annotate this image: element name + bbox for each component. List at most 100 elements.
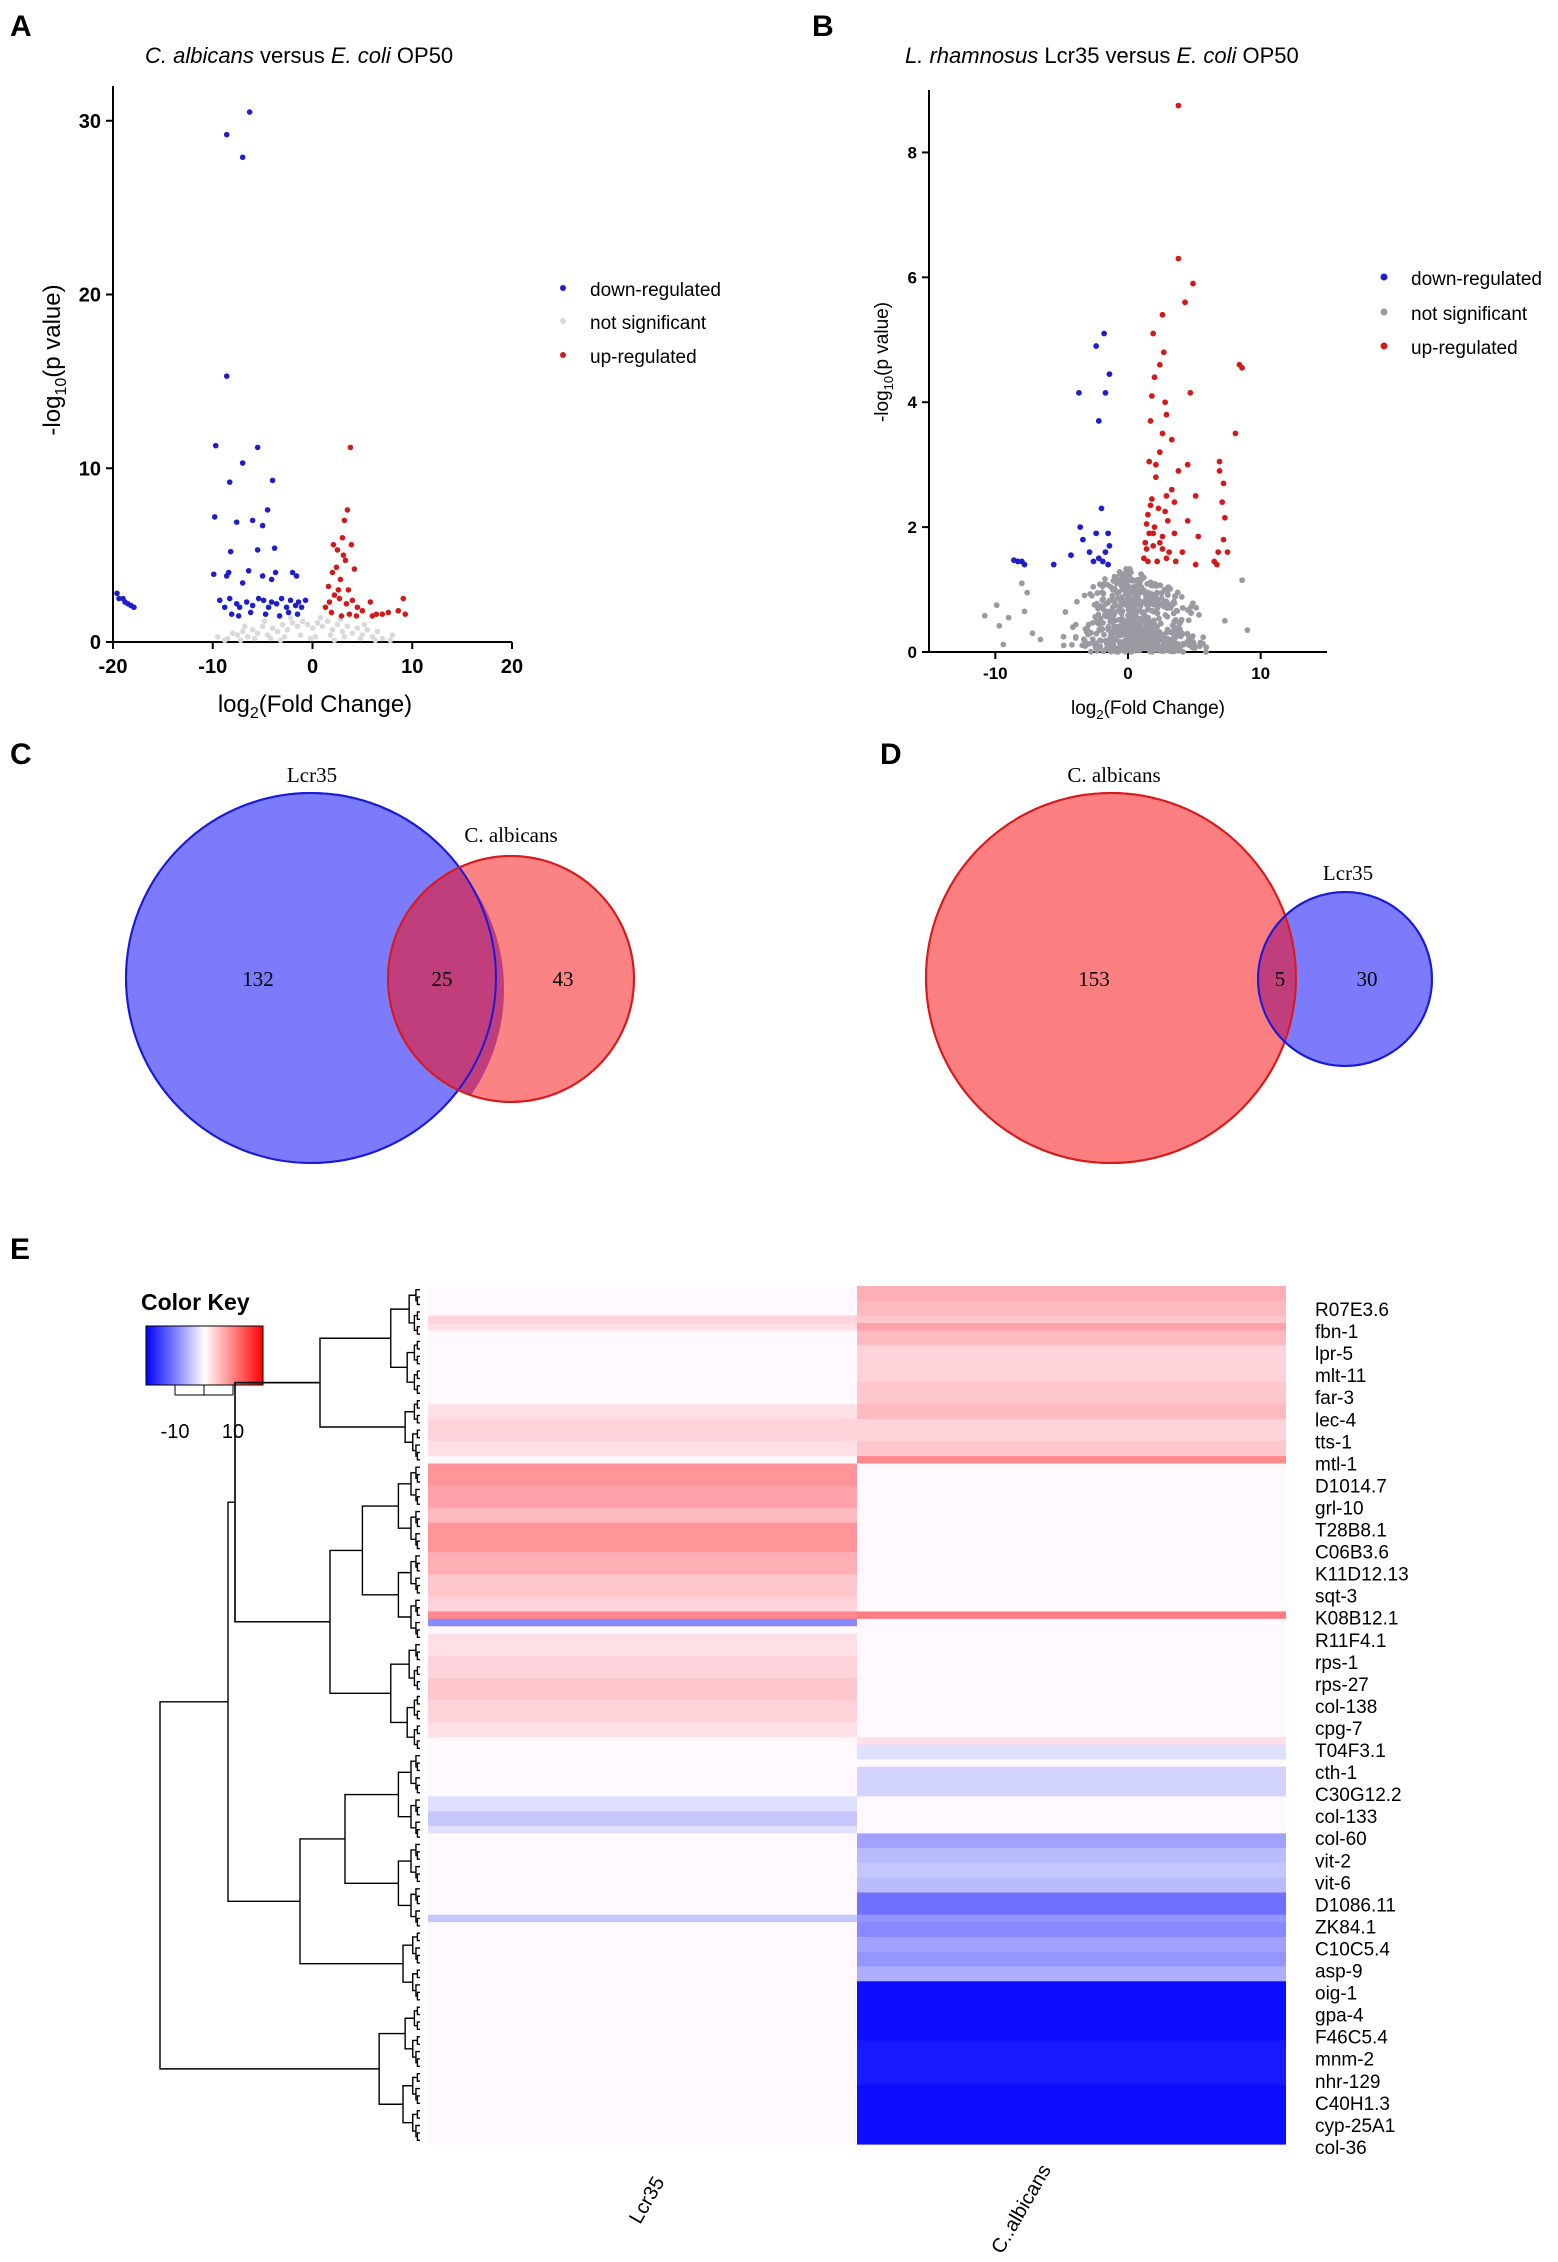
down-point xyxy=(216,597,223,604)
ns-point xyxy=(1123,580,1129,587)
heatmap-cell-calbicans xyxy=(857,1633,1286,1657)
heatmap-cell-lcr35 xyxy=(428,1626,857,1635)
ns-point xyxy=(1160,600,1167,606)
y-tick-label: 6 xyxy=(908,268,917,287)
ns-point xyxy=(1124,638,1131,645)
ns-point xyxy=(1029,630,1036,637)
dendrogram-branch xyxy=(416,1828,420,1838)
ns-point xyxy=(1144,598,1151,605)
heatmap-cell-calbicans xyxy=(857,1382,1286,1405)
ns-point xyxy=(314,620,321,626)
heatmap-row-label: lec-4 xyxy=(1315,1410,1357,1431)
ns-point xyxy=(221,637,228,644)
up-point xyxy=(331,592,338,598)
dendrogram-branch xyxy=(410,1804,416,1829)
up-point xyxy=(1163,411,1170,418)
ns-point xyxy=(344,623,351,630)
ns-point xyxy=(1133,594,1140,601)
ns-point xyxy=(1087,591,1094,597)
heatmap-cell-calbicans xyxy=(857,1345,1286,1383)
dendrogram-branch xyxy=(416,1340,420,1350)
heatmap-cell-lcr35 xyxy=(428,1922,857,1938)
color-key-title: Color Key xyxy=(141,1289,250,1315)
ns-point xyxy=(251,635,258,642)
up-point xyxy=(342,557,349,564)
legend-b-down-swatch xyxy=(1380,273,1388,281)
down-point xyxy=(268,576,275,583)
down-point xyxy=(223,131,230,138)
heatmap-cell-lcr35 xyxy=(428,1811,857,1827)
ns-point xyxy=(1082,643,1089,649)
up-point xyxy=(1164,517,1171,524)
y-tick-label: 20 xyxy=(79,285,101,307)
x-tick-label: 10 xyxy=(401,656,423,678)
ns-point xyxy=(1060,633,1067,640)
heatmap-cells xyxy=(428,1286,1286,2145)
heatmap-cell-lcr35 xyxy=(428,1892,857,1916)
ns-point xyxy=(1142,632,1149,638)
heatmap-row-label: R11F4.1 xyxy=(1315,1631,1386,1652)
dendrogram-branch xyxy=(402,2085,413,2124)
ns-point xyxy=(1156,636,1163,643)
heatmap-row-label: gpa-4 xyxy=(1315,2006,1364,2027)
up-point xyxy=(341,517,348,524)
heatmap-row-label: grl-10 xyxy=(1315,1498,1364,1519)
color-key: Color Key -10 10 xyxy=(141,1289,264,1443)
ns-point xyxy=(289,620,296,626)
ns-point xyxy=(274,628,281,635)
ns-point xyxy=(1074,598,1080,605)
up-point xyxy=(1216,458,1223,465)
panel-a-y-axis-label: -log10(p value) xyxy=(39,284,70,435)
ns-point xyxy=(1095,611,1102,618)
dendrogram-branch xyxy=(416,1607,420,1616)
legend-b-down-label: down-regulated xyxy=(1411,269,1542,290)
down-point xyxy=(131,604,137,611)
up-point xyxy=(1159,533,1166,540)
ns-point xyxy=(334,621,341,628)
venn-c-lcr35-outline xyxy=(125,792,497,1164)
up-point xyxy=(1239,364,1245,371)
up-point xyxy=(325,583,332,590)
ns-point xyxy=(1109,618,1116,625)
heatmap-cell-calbicans xyxy=(857,1951,1286,1968)
dendrogram-branch xyxy=(416,1496,420,1505)
up-point xyxy=(1221,514,1228,521)
ns-point xyxy=(1024,589,1031,596)
panel-b-x-axis-label: log2(Fold Change) xyxy=(1071,698,1225,722)
dendrogram-branch xyxy=(227,1501,300,1902)
ns-point xyxy=(1132,583,1139,590)
y-tick-label: 10 xyxy=(79,458,101,480)
heatmap-row-label: far-3 xyxy=(1315,1388,1354,1409)
heatmap-row-label: sqt-3 xyxy=(1315,1587,1357,1608)
ns-point xyxy=(1037,636,1044,643)
heatmap-cell-lcr35 xyxy=(428,1936,857,1953)
up-point xyxy=(1143,546,1150,552)
panel-b-title-ecoli: E. coli xyxy=(1176,43,1237,68)
x-tick-label: 0 xyxy=(1123,664,1132,683)
dendrogram-branch xyxy=(416,1932,420,1942)
venn-d-overlap-count: 5 xyxy=(1275,967,1286,991)
heatmap-cell-calbicans xyxy=(857,1315,1286,1324)
dendrogram-branch xyxy=(416,1562,420,1572)
ns-point xyxy=(234,632,241,638)
ns-point xyxy=(259,623,266,630)
ns-point xyxy=(241,623,248,630)
ns-point xyxy=(981,612,988,619)
x-tick-label: -20 xyxy=(99,656,128,678)
ns-point xyxy=(1150,630,1157,636)
ns-point xyxy=(1167,586,1174,592)
up-point xyxy=(1179,549,1186,555)
up-point xyxy=(1163,555,1170,562)
heatmap-cell-lcr35 xyxy=(428,1507,857,1524)
ns-point xyxy=(1102,576,1108,582)
panel-b-title-italic: L. rhamnosus xyxy=(905,43,1038,68)
venn-d-calbicans-circle xyxy=(925,792,1297,1164)
heatmap-cell-lcr35 xyxy=(428,1633,857,1657)
ns-point xyxy=(1090,583,1097,590)
ns-point xyxy=(1138,626,1145,633)
ns-point xyxy=(1170,598,1177,605)
ns-point xyxy=(1132,600,1139,607)
up-point xyxy=(330,541,337,548)
ns-point xyxy=(287,614,294,621)
down-point xyxy=(1105,561,1111,568)
